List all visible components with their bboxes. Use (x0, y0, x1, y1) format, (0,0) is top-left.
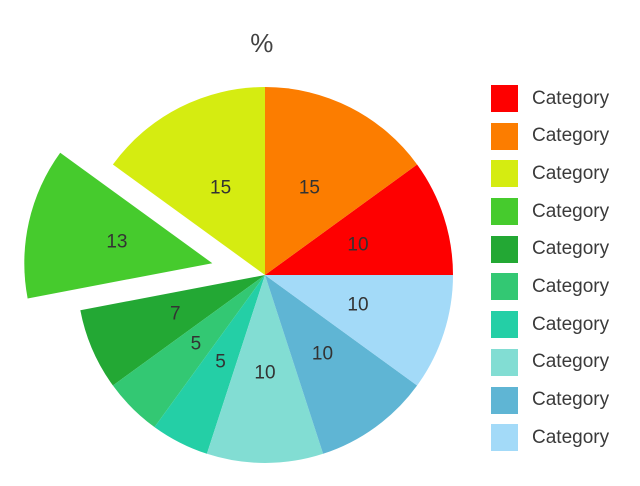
legend-item: Category (491, 85, 609, 112)
slice-value-label: 7 (170, 303, 181, 324)
legend-item-label: Category (532, 426, 610, 448)
pie-slice (265, 164, 453, 275)
pie-slice (112, 275, 266, 428)
pie-slice (265, 275, 418, 454)
legend-item-label: Category (532, 275, 610, 297)
legend-swatch (491, 273, 518, 301)
legend-item-label: Category (532, 162, 610, 184)
pie-slice (24, 152, 213, 299)
slice-value-label: 5 (191, 334, 202, 355)
slice-value-label: 13 (106, 231, 127, 252)
pie-slice (154, 275, 265, 454)
legend: Category Category Category Category Category… (491, 85, 609, 462)
legend-swatch (491, 122, 518, 150)
slice-value-label: 10 (347, 295, 368, 316)
pie-slice (206, 275, 324, 464)
legend-item: Category (491, 235, 610, 263)
legend-item: Category (491, 160, 610, 188)
legend-swatch (491, 311, 518, 339)
legend-item: Category (491, 386, 610, 414)
pie-slice (265, 275, 453, 386)
legend-item-label: Category (532, 200, 610, 222)
pie-slices (24, 86, 453, 464)
legend-item: Category (491, 122, 610, 150)
legend-swatch (491, 160, 518, 188)
slice-value-label: 15 (299, 177, 320, 198)
legend-item: Category (491, 273, 610, 301)
chart-title: % (250, 28, 274, 58)
legend-item-label: Category (532, 351, 610, 373)
legend-swatch (491, 85, 518, 112)
legend-item-label: Category (532, 313, 610, 335)
legend-swatch (491, 198, 518, 226)
pie-slice (80, 275, 265, 386)
slice-value-label: 5 (215, 352, 226, 373)
legend-item: Category (491, 311, 610, 339)
slice-value-label: 10 (347, 234, 368, 255)
legend-swatch (491, 235, 518, 263)
legend-swatch (491, 386, 518, 414)
pie-slice (265, 86, 418, 275)
legend-item: Category (491, 424, 610, 452)
slice-value-label: 15 (210, 177, 231, 198)
legend-item-label: Category (532, 389, 610, 410)
legend-item-label: Category (532, 87, 610, 109)
legend-item-label: Category (532, 125, 610, 147)
legend-item: Category (491, 348, 610, 376)
slice-value-label: 10 (312, 344, 333, 365)
legend-item-label: Category (532, 238, 610, 260)
legend-swatch (491, 348, 518, 376)
legend-swatch (491, 424, 518, 452)
pie-slice (112, 87, 266, 275)
slice-value-label: 10 (254, 362, 275, 383)
legend-item: Category (491, 198, 610, 226)
